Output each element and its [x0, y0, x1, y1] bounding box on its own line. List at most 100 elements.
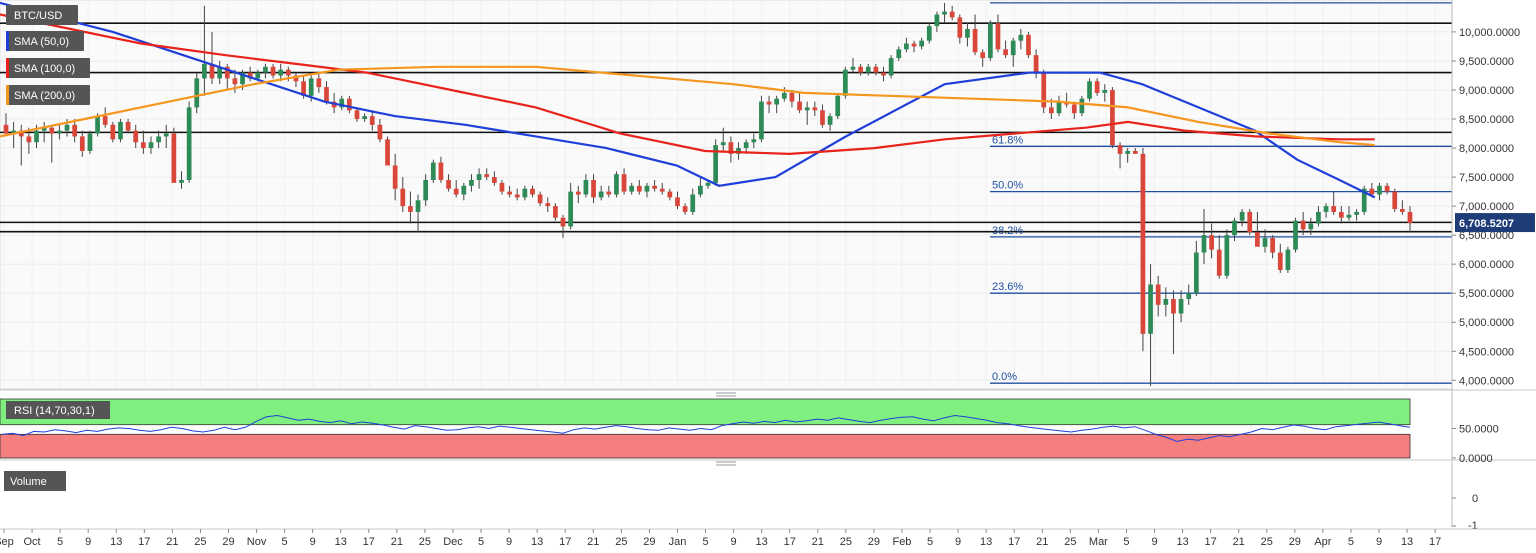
candle-body [278, 69, 284, 76]
candle-body [1201, 235, 1207, 253]
candle-body [995, 23, 1001, 50]
x-tick-label: 21 [812, 536, 824, 548]
x-tick-label: 9 [85, 536, 91, 548]
candle-body [339, 98, 345, 108]
candle-body [148, 142, 154, 149]
candle-body [1125, 150, 1131, 154]
candle-body [1193, 252, 1199, 294]
candle-body [553, 206, 558, 218]
candle-body [64, 124, 70, 131]
candle-body [224, 66, 230, 79]
candle-body [1018, 34, 1024, 41]
candle-body [72, 124, 78, 137]
indicator-label-color-swatch [6, 58, 9, 78]
candle-body [972, 29, 978, 53]
candle-body [636, 185, 642, 192]
candle-body [461, 185, 467, 195]
candle-body [522, 188, 528, 198]
candle-body [987, 23, 993, 59]
candle-body [1377, 185, 1382, 195]
candle-body [49, 127, 55, 134]
x-tick-label: 21 [1233, 536, 1245, 548]
candle-body [591, 179, 596, 198]
candle-body [682, 206, 688, 212]
x-tick-label: 29 [1289, 536, 1301, 548]
x-tick-label: Dec [443, 536, 463, 548]
candle-body [400, 188, 406, 207]
fibonacci-label: 61.8% [992, 134, 1023, 146]
candle-body [713, 145, 718, 183]
candle-body [392, 165, 398, 189]
indicator-label-bg [6, 85, 90, 105]
y-tick-label: 4,000.0000 [1459, 375, 1514, 387]
moving-averages [0, 1, 1376, 199]
candle-body [499, 182, 505, 192]
candle-body [347, 98, 352, 111]
candle-body [507, 191, 512, 195]
candle-body [125, 121, 131, 131]
candle-body [896, 49, 902, 59]
candle-body [575, 191, 581, 195]
sma-line [0, 1, 1376, 199]
candle-body [1087, 81, 1092, 99]
candle-body [324, 87, 329, 102]
candle-body [774, 98, 780, 105]
candle-body [827, 116, 833, 125]
candle-body [87, 133, 93, 151]
symbol-label: BTC/USD [14, 10, 62, 22]
rsi-label-bg [6, 401, 110, 419]
candle-body [736, 148, 741, 154]
candle-body [1308, 223, 1314, 230]
candle-body [1033, 55, 1039, 73]
x-tick-label: 29 [868, 536, 880, 548]
fibonacci-label: 38.2% [992, 225, 1023, 237]
candle-body [415, 200, 421, 212]
x-tick-label: 17 [784, 536, 796, 548]
candle-body [362, 116, 367, 120]
x-tick-label: 25 [1064, 536, 1076, 548]
candle-body [156, 136, 161, 143]
candle-body [1361, 188, 1367, 212]
candle-body [232, 78, 238, 85]
x-tick-label: 9 [506, 536, 512, 548]
candle-body [179, 179, 184, 183]
candle-body [263, 66, 268, 73]
candle-body [980, 52, 986, 59]
y-tick-label: 4,500.0000 [1459, 346, 1514, 358]
candle-body [583, 179, 589, 195]
candle-body [1262, 238, 1268, 247]
candle-body [652, 185, 657, 189]
rsi-line [1, 414, 1411, 443]
candle-body [835, 95, 841, 117]
candle-body [621, 174, 627, 192]
candle-body [690, 194, 696, 212]
candle-body [659, 188, 665, 192]
candle-body [743, 142, 749, 149]
candle-body [1316, 211, 1321, 224]
indicator-label-bg [6, 58, 90, 78]
candle-body [1255, 232, 1260, 247]
candle-body [1277, 252, 1283, 270]
candle-body [926, 26, 932, 41]
candle-body [858, 66, 863, 73]
candle-body [1041, 72, 1047, 108]
y-tick-label: 7,000.0000 [1459, 201, 1514, 213]
candle-body [1323, 206, 1329, 212]
candle-body [781, 92, 787, 99]
candle-body [247, 72, 253, 79]
indicator-label-color-swatch [6, 85, 9, 105]
candle-body [1186, 293, 1192, 300]
candle-body [751, 139, 757, 143]
candle-body [766, 101, 772, 105]
candle-body [965, 29, 970, 38]
indicator-label: SMA (100,0) [14, 63, 75, 75]
candle-body [476, 174, 482, 180]
candle-body [842, 69, 848, 96]
candle-body [102, 116, 108, 125]
candle-body [949, 11, 955, 18]
candle-body [18, 130, 24, 137]
candle-body [614, 174, 619, 195]
candle-body [1117, 145, 1123, 154]
candle-body [133, 130, 139, 143]
candle-body [560, 217, 566, 227]
